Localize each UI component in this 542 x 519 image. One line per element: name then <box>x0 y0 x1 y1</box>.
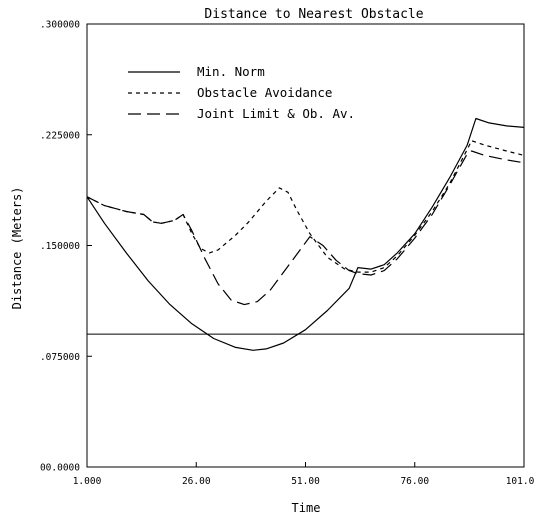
y-tick-label: 00.0000 <box>40 463 80 474</box>
series-line-3 <box>86 150 525 306</box>
x-tick-label: 1.000 <box>73 476 102 487</box>
x-axis-label: Time <box>292 501 321 515</box>
x-tick-label: 101.0 <box>506 476 535 487</box>
y-tick-label: .300000 <box>40 20 80 31</box>
series-line-2 <box>86 140 525 273</box>
y-tick-label: .150000 <box>40 241 80 252</box>
legend: Min. Norm Obstacle Avoidance Joint Limit &… <box>128 64 355 121</box>
series-line-1 <box>86 117 525 351</box>
legend-label: Obstacle Avoidance <box>197 85 332 100</box>
x-tick-label: 26.00 <box>182 476 211 487</box>
x-tick-label: 51.00 <box>291 476 320 487</box>
legend-label: Joint Limit & Ob. Av. <box>197 106 355 121</box>
chart-title: Distance to Nearest Obstacle <box>204 7 423 22</box>
y-axis-label: Distance (Meters) <box>10 187 24 310</box>
y-tick-label: .075000 <box>40 352 80 363</box>
legend-label: Min. Norm <box>197 64 265 79</box>
y-tick-label: .225000 <box>40 130 80 141</box>
x-tick-label: 76.00 <box>400 476 429 487</box>
